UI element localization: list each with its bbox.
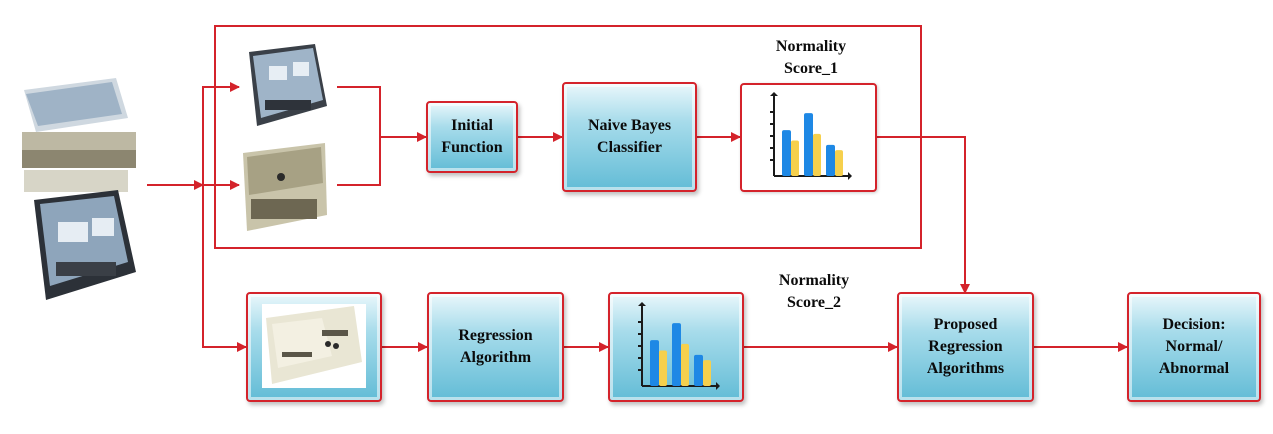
proposed-line3: Algorithms [926, 360, 1005, 377]
decision-box: Decision: Normal/ Abnormal [1127, 292, 1261, 402]
chart-bar-yellow [659, 350, 667, 386]
arrow-frames-top-merge [337, 86, 381, 137]
surveillance-frame-icon [262, 304, 366, 388]
chart-bar-blue [672, 323, 681, 386]
proposed-regression-box: Proposed Regression Algorithms [897, 292, 1034, 402]
chart-bar-blue [782, 130, 791, 176]
proposed-line1: Proposed [933, 316, 998, 333]
naive-bayes-line1: Naive Bayes [587, 117, 672, 134]
initial-function-box: Initial Function [426, 101, 518, 173]
branch-1-enclosure [214, 25, 922, 249]
chart-bar-yellow [813, 133, 821, 176]
initial-function-line2: Function [441, 139, 503, 156]
initial-function-line1: Initial [451, 117, 493, 134]
naive-bayes-box: Naive Bayes Classifier [562, 82, 697, 192]
arrow-to-frame-bottom [202, 185, 247, 352]
decision-line2: Normal/ [1165, 338, 1223, 355]
score1-line2: Score_1 [784, 60, 838, 77]
decision-line1: Decision: [1162, 316, 1226, 333]
score2-label: Normality Score_2 [755, 270, 873, 314]
chart-bar-yellow [835, 150, 843, 176]
chart-x-arrowhead [848, 172, 852, 180]
score1-label: Normality Score_1 [752, 36, 870, 80]
score2-line2: Score_2 [787, 294, 841, 311]
chart-x-arrowhead [716, 382, 720, 390]
chart-bar-blue [650, 340, 659, 386]
arrow-score1-to-proposed [877, 136, 970, 294]
chart-bar-blue [804, 113, 813, 176]
regression-algorithm-line1: Regression [458, 327, 533, 344]
score2-line1: Normality [778, 272, 850, 289]
chart-y-arrowhead [770, 92, 778, 96]
decision-line3: Abnormal [1158, 360, 1230, 377]
chart-y-arrowhead [638, 302, 646, 306]
bar-chart-icon [770, 92, 852, 180]
chart-bar-yellow [681, 343, 689, 386]
regression-algorithm-box: Regression Algorithm [427, 292, 564, 402]
score1-line1: Normality [775, 38, 847, 55]
naive-bayes-line2: Classifier [597, 139, 662, 156]
arrow-to-frames-top [202, 82, 240, 185]
video-frames-stack-icon [22, 78, 136, 300]
chart-bar-yellow [703, 360, 711, 386]
proposed-line2: Regression [928, 338, 1003, 355]
surveillance-frames-icon [249, 44, 327, 126]
regression-algorithm-line2: Algorithm [459, 349, 532, 366]
chart-bar-yellow [791, 140, 799, 176]
surveillance-frame-icon [243, 143, 327, 231]
bar-chart-icon [638, 302, 720, 390]
arrow-frames-mid-merge [337, 137, 381, 186]
chart-bar-blue [694, 354, 703, 386]
chart-bar-blue [826, 144, 835, 176]
